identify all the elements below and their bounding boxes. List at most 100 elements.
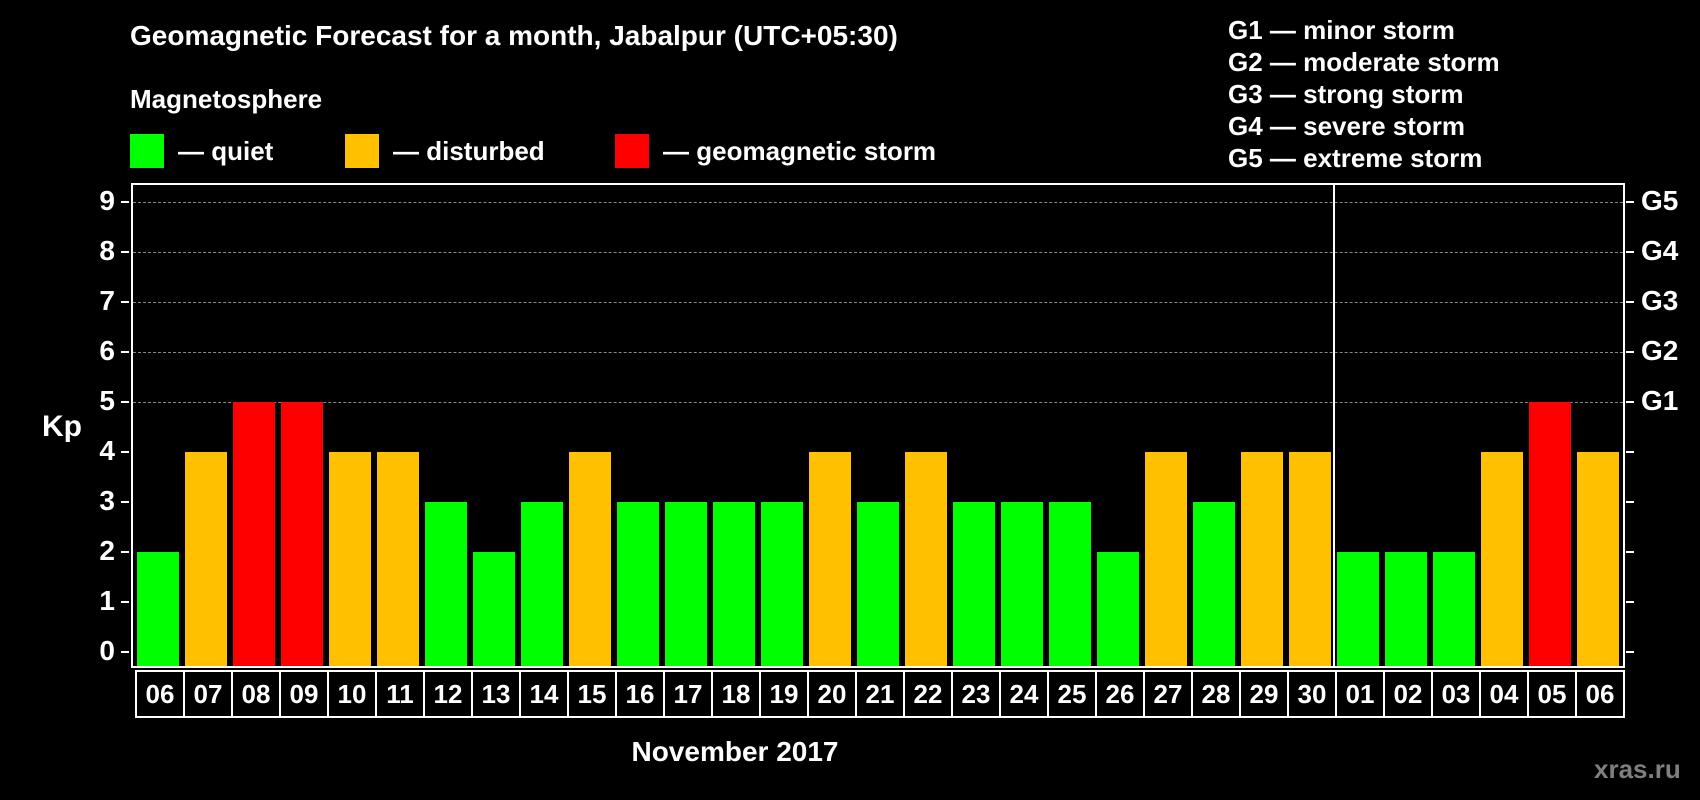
right-tick xyxy=(1626,351,1634,353)
legend-label: — geomagnetic storm xyxy=(663,135,937,166)
y-tick xyxy=(121,551,129,553)
kp-bar xyxy=(425,502,467,666)
date-label: 19 xyxy=(759,670,809,718)
x-axis-label: November 2017 xyxy=(631,736,839,767)
legend-subtitle: Magnetosphere xyxy=(130,84,323,114)
storm-scale-legend: G1 — minor storm G2 — moderate storm G3 … xyxy=(1228,14,1500,174)
gridline xyxy=(133,252,1623,253)
plot-frame xyxy=(131,183,1625,668)
y-tick-label: 5 xyxy=(99,385,115,416)
kp-bar xyxy=(713,502,755,666)
storm-swatch xyxy=(615,134,649,168)
kp-bar xyxy=(1337,552,1379,666)
y-tick-label: 2 xyxy=(99,535,115,566)
date-label: 26 xyxy=(1095,670,1145,718)
kp-bar xyxy=(857,502,899,666)
kp-bar xyxy=(1001,502,1043,666)
y-tick xyxy=(121,351,129,353)
legend-label: — disturbed xyxy=(393,135,545,166)
storm-scale-g3: G3 — strong storm xyxy=(1228,79,1464,109)
kp-bar xyxy=(953,502,995,666)
kp-bar xyxy=(809,452,851,666)
date-label: 18 xyxy=(711,670,761,718)
chart-title: Geomagnetic Forecast for a month, Jabalp… xyxy=(130,20,898,51)
date-label: 14 xyxy=(519,670,569,718)
y-tick-label: 7 xyxy=(99,285,115,316)
date-label: 10 xyxy=(327,670,377,718)
kp-bar xyxy=(233,402,275,666)
y-tick-label: 6 xyxy=(99,335,115,366)
date-label: 09 xyxy=(279,670,329,718)
right-tick xyxy=(1626,251,1634,253)
g-level-label: G5 xyxy=(1641,185,1679,216)
date-label: 20 xyxy=(807,670,857,718)
right-tick xyxy=(1626,551,1634,553)
date-label: 16 xyxy=(615,670,665,718)
y-tick-label: 3 xyxy=(99,485,115,516)
right-tick xyxy=(1626,601,1634,603)
kp-bar xyxy=(1433,552,1475,666)
date-label: 06 xyxy=(1575,670,1625,718)
kp-bar xyxy=(329,452,371,666)
right-tick xyxy=(1626,201,1634,203)
kp-bar xyxy=(1145,452,1187,666)
legend-label: — quiet xyxy=(178,135,274,166)
kp-bar xyxy=(761,502,803,666)
date-label: 01 xyxy=(1335,670,1385,718)
right-tick xyxy=(1626,301,1634,303)
date-label: 24 xyxy=(999,670,1049,718)
storm-scale-g4: G4 — severe storm xyxy=(1228,111,1466,141)
kp-bar xyxy=(521,502,563,666)
kp-bar xyxy=(281,402,323,666)
date-label: 02 xyxy=(1383,670,1433,718)
date-label: 29 xyxy=(1239,670,1289,718)
kp-bar xyxy=(1241,452,1283,666)
date-label: 08 xyxy=(231,670,281,718)
legend-item-storm: — geomagnetic storm xyxy=(615,134,936,168)
disturbed-swatch xyxy=(345,134,379,168)
watermark: xras.ru xyxy=(1594,754,1681,784)
y-tick-label: 1 xyxy=(99,585,115,616)
storm-scale-g5: G5 — extreme storm xyxy=(1228,143,1483,173)
kp-bar xyxy=(137,552,179,666)
kp-bar xyxy=(665,502,707,666)
date-label: 07 xyxy=(183,670,233,718)
right-tick xyxy=(1626,501,1634,503)
date-label: 06 xyxy=(135,670,185,718)
legend-item-disturbed: — disturbed xyxy=(345,134,545,168)
kp-bar xyxy=(1193,502,1235,666)
kp-bar xyxy=(1529,402,1571,666)
gridline xyxy=(133,302,1623,303)
y-tick xyxy=(121,301,129,303)
y-tick-label: 4 xyxy=(99,435,115,466)
kp-bar xyxy=(1577,452,1619,666)
date-label: 23 xyxy=(951,670,1001,718)
y-tick xyxy=(121,251,129,253)
gridline xyxy=(133,352,1623,353)
y-tick xyxy=(121,601,129,603)
right-tick xyxy=(1626,401,1634,403)
right-tick xyxy=(1626,451,1634,453)
kp-bar xyxy=(905,452,947,666)
y-tick xyxy=(121,501,129,503)
y-axis-label: Kp xyxy=(42,410,82,443)
gridline xyxy=(133,202,1623,203)
storm-scale-g2: G2 — moderate storm xyxy=(1228,47,1500,77)
kp-bar xyxy=(1385,552,1427,666)
kp-bar xyxy=(1481,452,1523,666)
kp-bar xyxy=(1097,552,1139,666)
date-label: 22 xyxy=(903,670,953,718)
kp-bar xyxy=(1289,452,1331,666)
quiet-swatch xyxy=(130,134,164,168)
date-label: 03 xyxy=(1431,670,1481,718)
right-tick xyxy=(1626,651,1634,653)
y-tick-label: 0 xyxy=(99,635,115,666)
legend-item-quiet: — quiet xyxy=(130,134,273,168)
date-label: 21 xyxy=(855,670,905,718)
gridline xyxy=(133,402,1623,403)
storm-scale-g1: G1 — minor storm xyxy=(1228,15,1455,45)
g-level-label: G1 xyxy=(1641,385,1679,416)
date-label: 15 xyxy=(567,670,617,718)
date-label: 13 xyxy=(471,670,521,718)
date-label: 12 xyxy=(423,670,473,718)
